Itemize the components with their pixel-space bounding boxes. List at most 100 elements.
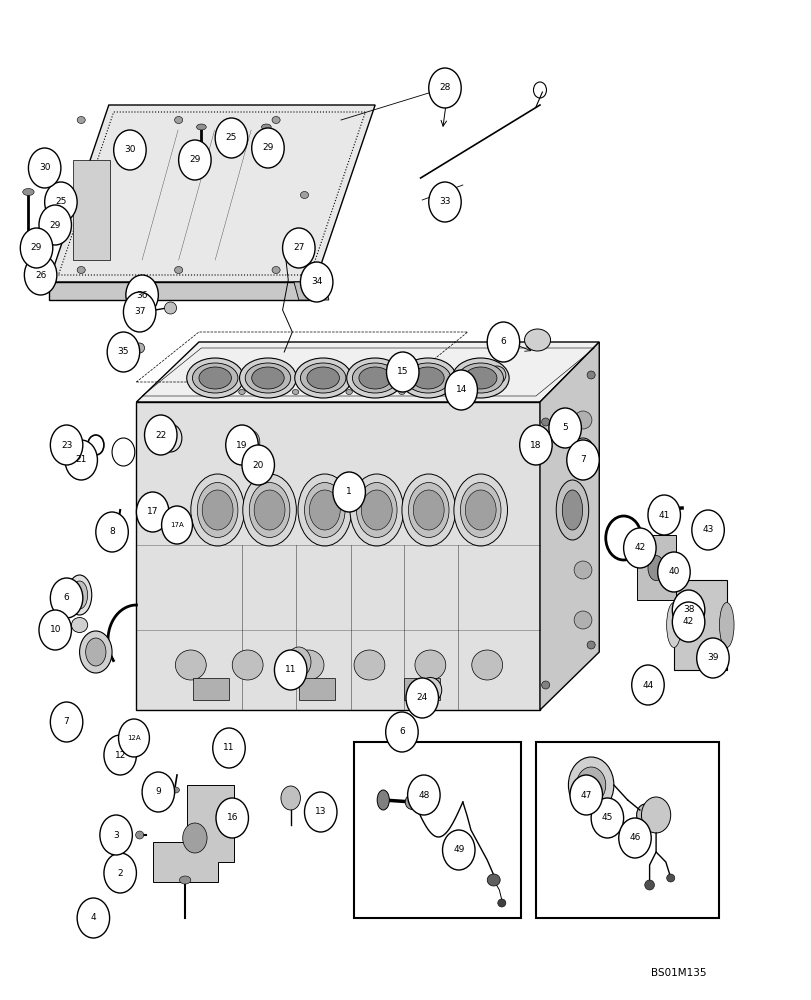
Ellipse shape [251, 367, 284, 389]
Text: 16: 16 [226, 814, 238, 822]
Text: 43: 43 [702, 526, 713, 534]
Text: BS01M135: BS01M135 [650, 968, 706, 978]
Ellipse shape [67, 575, 92, 615]
Circle shape [274, 650, 307, 690]
Ellipse shape [179, 876, 191, 884]
Ellipse shape [576, 444, 589, 460]
Circle shape [136, 492, 169, 532]
Circle shape [216, 798, 248, 838]
Ellipse shape [405, 363, 450, 393]
Circle shape [561, 412, 577, 432]
Ellipse shape [405, 794, 419, 810]
Ellipse shape [300, 192, 308, 198]
Text: 3: 3 [113, 830, 119, 840]
Ellipse shape [350, 474, 403, 546]
Circle shape [282, 228, 315, 268]
Circle shape [242, 445, 274, 485]
Text: 36: 36 [136, 290, 148, 300]
Ellipse shape [464, 367, 496, 389]
Text: 29: 29 [189, 155, 200, 164]
Ellipse shape [77, 116, 85, 123]
Ellipse shape [647, 556, 663, 580]
Ellipse shape [352, 363, 397, 393]
Ellipse shape [174, 116, 182, 123]
Ellipse shape [239, 358, 296, 398]
Text: 24: 24 [416, 694, 427, 702]
Text: 19: 19 [236, 440, 247, 450]
Text: 48: 48 [418, 790, 429, 800]
Text: 9: 9 [155, 788, 161, 796]
Ellipse shape [556, 480, 588, 540]
Ellipse shape [666, 874, 674, 882]
Circle shape [281, 786, 300, 810]
Text: 45: 45 [601, 814, 612, 822]
Text: 23: 23 [61, 440, 72, 450]
Circle shape [519, 425, 551, 465]
Text: 17: 17 [147, 508, 158, 516]
Ellipse shape [309, 490, 340, 530]
Ellipse shape [272, 116, 280, 123]
Polygon shape [294, 282, 328, 300]
Text: 6: 6 [398, 728, 405, 736]
Circle shape [126, 275, 158, 315]
Ellipse shape [135, 343, 144, 353]
Text: 28: 28 [439, 84, 450, 93]
Text: 10: 10 [49, 626, 61, 635]
Text: 12: 12 [114, 750, 126, 760]
Circle shape [691, 510, 723, 550]
Text: 5: 5 [561, 424, 568, 432]
Text: 33: 33 [439, 198, 450, 207]
Ellipse shape [453, 474, 507, 546]
Text: 29: 29 [262, 143, 273, 152]
Ellipse shape [497, 899, 505, 907]
Text: 39: 39 [706, 654, 718, 662]
Text: 35: 35 [118, 348, 129, 357]
Ellipse shape [418, 678, 441, 702]
Circle shape [623, 528, 655, 568]
Ellipse shape [294, 358, 351, 398]
Text: 29: 29 [31, 243, 42, 252]
Ellipse shape [541, 681, 549, 689]
Bar [298, 678, 334, 700]
Circle shape [50, 578, 83, 618]
Text: 2: 2 [118, 868, 122, 878]
Ellipse shape [401, 474, 455, 546]
Ellipse shape [135, 831, 144, 839]
Circle shape [286, 647, 311, 677]
Polygon shape [49, 282, 315, 300]
Ellipse shape [254, 490, 285, 530]
Circle shape [631, 665, 663, 705]
Ellipse shape [71, 581, 88, 609]
Polygon shape [152, 785, 234, 882]
Text: 30: 30 [39, 163, 50, 172]
Circle shape [104, 735, 136, 775]
Circle shape [657, 552, 689, 592]
Circle shape [114, 130, 146, 170]
Circle shape [77, 898, 109, 938]
Circle shape [637, 670, 657, 694]
Circle shape [39, 610, 71, 650]
Ellipse shape [644, 880, 654, 890]
Ellipse shape [573, 461, 591, 479]
Circle shape [123, 292, 156, 332]
Circle shape [50, 425, 83, 465]
Circle shape [428, 182, 461, 222]
Ellipse shape [460, 483, 500, 538]
Ellipse shape [114, 521, 123, 529]
Ellipse shape [377, 790, 389, 810]
Text: 25: 25 [55, 198, 67, 207]
Text: 13: 13 [315, 808, 326, 816]
Ellipse shape [414, 650, 445, 680]
Circle shape [568, 757, 613, 813]
Ellipse shape [307, 367, 339, 389]
Ellipse shape [451, 389, 457, 394]
Ellipse shape [171, 787, 179, 793]
Circle shape [647, 495, 680, 535]
Circle shape [590, 798, 623, 838]
Ellipse shape [249, 483, 290, 538]
Ellipse shape [487, 874, 500, 886]
Ellipse shape [457, 363, 503, 393]
Ellipse shape [164, 302, 177, 314]
Text: 40: 40 [667, 568, 679, 576]
Circle shape [576, 767, 605, 803]
